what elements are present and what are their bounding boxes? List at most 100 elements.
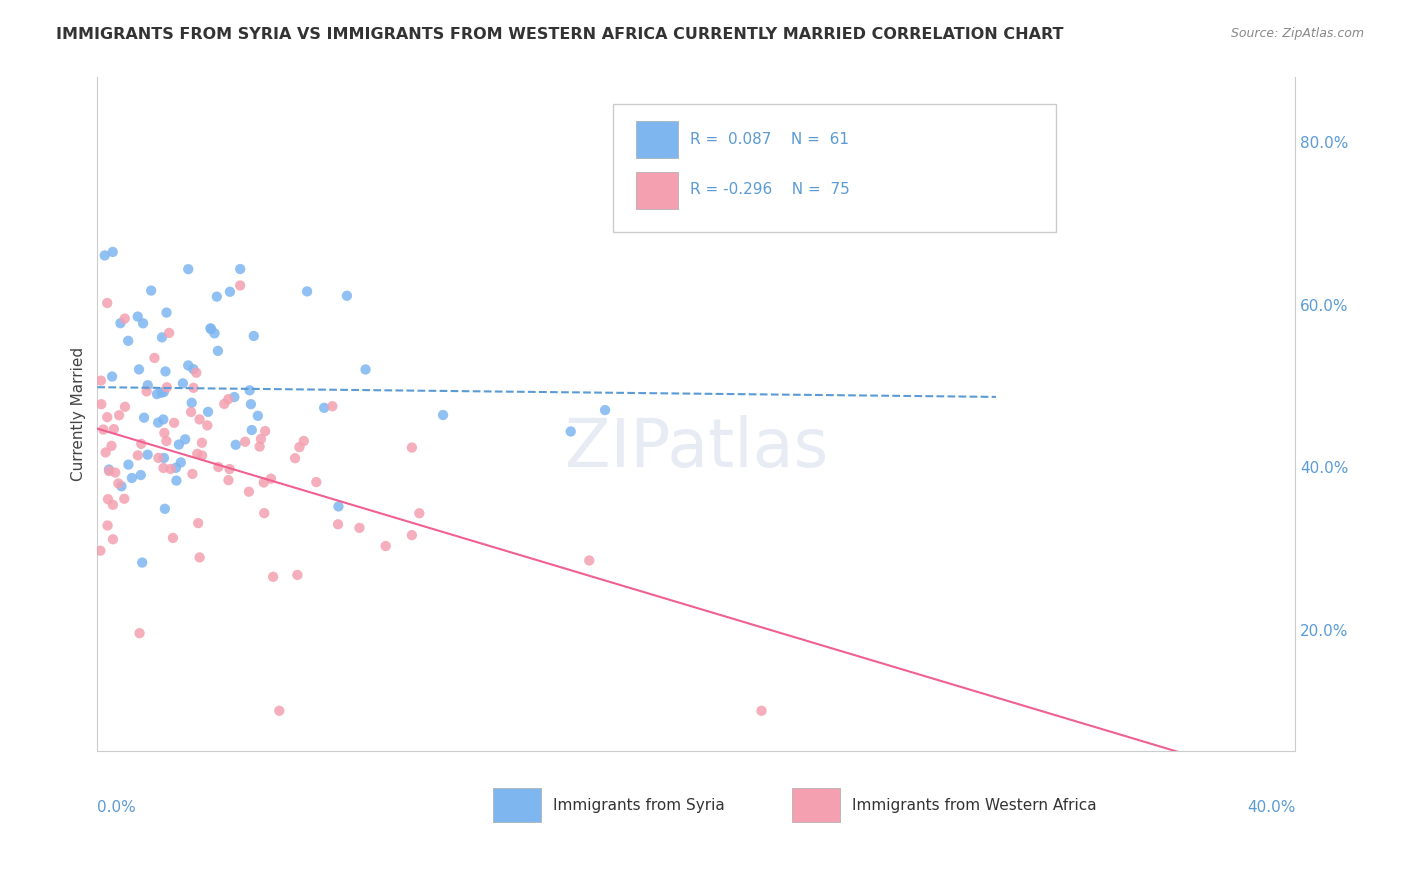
Point	[155, 434, 177, 448]
Point	[165, 474, 187, 488]
Point	[97, 492, 120, 507]
Point	[101, 498, 124, 512]
FancyBboxPatch shape	[492, 789, 541, 822]
Y-axis label: Currently Married: Currently Married	[72, 347, 86, 482]
Point	[153, 425, 176, 440]
Point	[219, 285, 242, 299]
Text: Immigrants from Syria: Immigrants from Syria	[553, 797, 724, 813]
Point	[104, 466, 127, 480]
Text: ZIPatlas: ZIPatlas	[565, 415, 828, 481]
Point	[183, 362, 205, 376]
Point	[107, 476, 129, 491]
Text: IMMIGRANTS FROM SYRIA VS IMMIGRANTS FROM WESTERN AFRICA CURRENTLY MARRIED CORREL: IMMIGRANTS FROM SYRIA VS IMMIGRANTS FROM…	[56, 27, 1064, 42]
Point	[136, 448, 159, 462]
Point	[128, 362, 150, 376]
Point	[110, 479, 132, 493]
Point	[132, 410, 155, 425]
Point	[155, 305, 177, 319]
Point	[238, 484, 260, 499]
Point	[127, 449, 149, 463]
Point	[183, 381, 205, 395]
Point	[180, 396, 202, 410]
Point	[408, 506, 430, 520]
Point	[229, 262, 252, 277]
Point	[207, 460, 229, 475]
Point	[314, 401, 336, 415]
Point	[103, 422, 125, 436]
Point	[204, 326, 226, 341]
Point	[401, 528, 423, 542]
Point	[374, 539, 396, 553]
Point	[205, 290, 228, 304]
Point	[112, 491, 135, 506]
Point	[114, 311, 136, 326]
FancyBboxPatch shape	[637, 172, 679, 209]
Point	[132, 316, 155, 330]
Point	[172, 376, 194, 391]
Point	[305, 475, 328, 489]
Point	[152, 461, 174, 475]
Point	[239, 397, 262, 411]
Point	[253, 506, 276, 520]
Point	[159, 462, 181, 476]
Point	[177, 262, 200, 277]
Point	[186, 447, 208, 461]
Point	[336, 289, 359, 303]
Point	[233, 434, 256, 449]
Point	[163, 416, 186, 430]
Point	[141, 284, 163, 298]
Point	[224, 390, 246, 404]
Text: R = -0.296    N =  75: R = -0.296 N = 75	[690, 183, 851, 197]
Point	[129, 468, 152, 483]
Point	[156, 380, 179, 394]
Text: R =  0.087    N =  61: R = 0.087 N = 61	[690, 132, 849, 147]
Point	[354, 362, 377, 376]
Point	[260, 472, 283, 486]
Point	[165, 460, 187, 475]
Point	[97, 462, 120, 476]
Point	[249, 440, 271, 454]
Point	[269, 704, 291, 718]
Point	[217, 473, 239, 487]
Point	[135, 384, 157, 399]
Point	[108, 409, 131, 423]
Point	[170, 455, 193, 469]
Point	[96, 410, 118, 425]
Point	[152, 412, 174, 426]
Point	[285, 568, 308, 582]
Point	[593, 403, 616, 417]
Point	[432, 408, 454, 422]
Point	[155, 364, 177, 378]
Point	[187, 516, 209, 530]
Text: Source: ZipAtlas.com: Source: ZipAtlas.com	[1230, 27, 1364, 40]
Point	[349, 521, 371, 535]
Point	[96, 296, 118, 310]
Point	[129, 437, 152, 451]
Point	[200, 322, 222, 336]
Point	[207, 343, 229, 358]
Point	[117, 334, 139, 348]
Text: 40.0%: 40.0%	[1247, 800, 1295, 815]
Text: 0.0%: 0.0%	[97, 800, 136, 815]
Point	[101, 244, 124, 259]
Point	[97, 518, 120, 533]
Point	[101, 369, 124, 384]
Point	[225, 438, 247, 452]
Point	[191, 435, 214, 450]
Point	[127, 310, 149, 324]
Point	[262, 570, 284, 584]
Point	[328, 500, 350, 514]
Point	[114, 400, 136, 414]
Point	[560, 425, 582, 439]
Point	[117, 458, 139, 472]
Point	[200, 321, 222, 335]
Point	[167, 437, 190, 451]
Point	[136, 378, 159, 392]
Point	[578, 553, 600, 567]
Point	[186, 366, 208, 380]
Point	[288, 440, 311, 454]
Point	[131, 556, 153, 570]
Point	[162, 531, 184, 545]
FancyBboxPatch shape	[792, 789, 841, 822]
Point	[253, 475, 276, 490]
